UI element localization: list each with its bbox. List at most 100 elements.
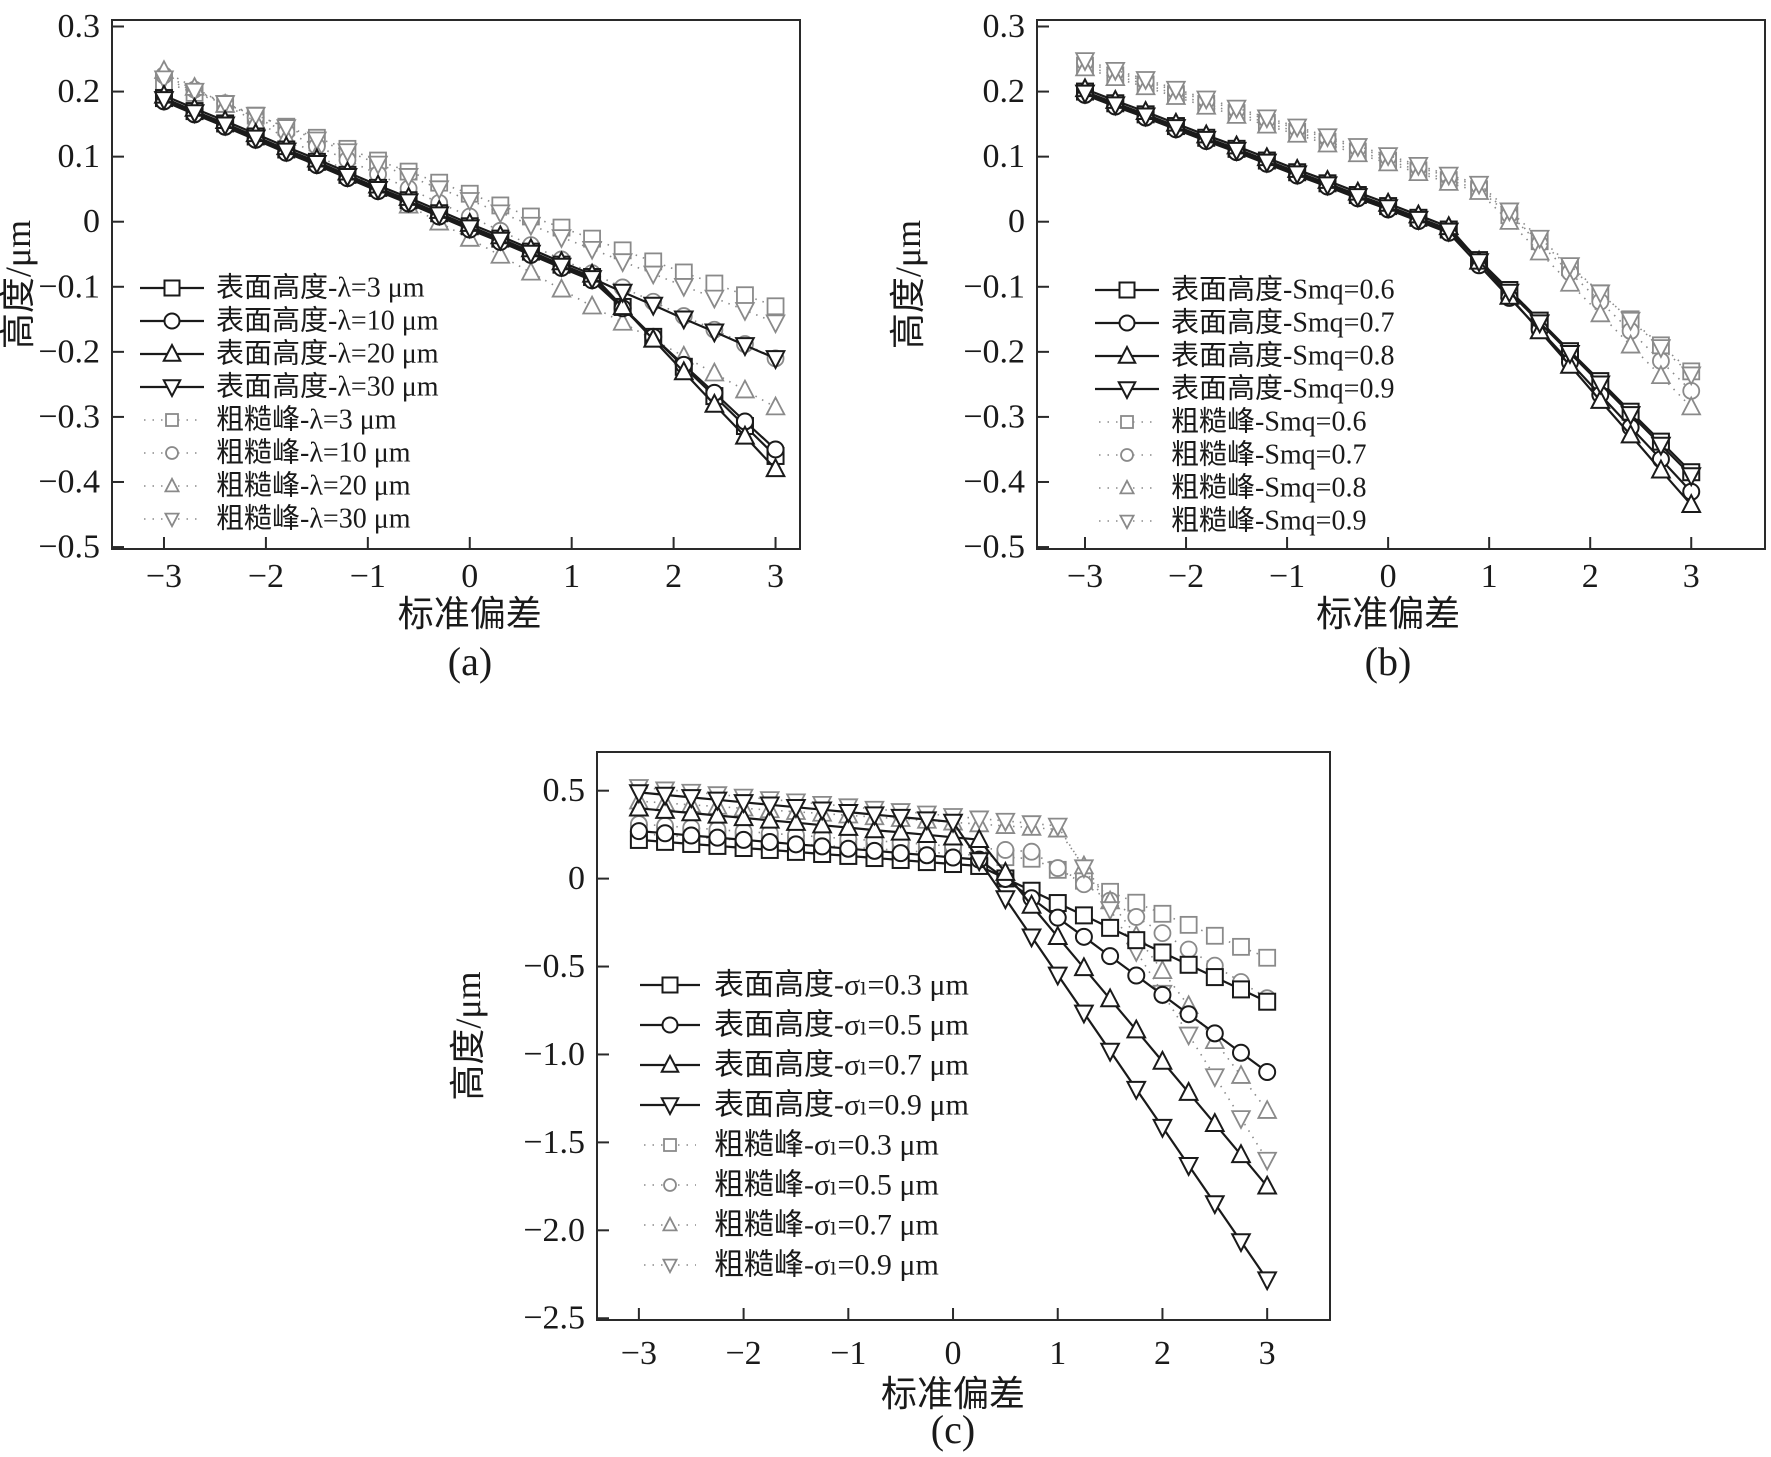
svg-text:粗糙峰-λ=20 μm: 粗糙峰-λ=20 μm: [216, 470, 411, 502]
legend-entry: 粗糙峰-λ=30 μm: [144, 503, 411, 535]
series-表面高度-σₗ=0.9 μm: [628, 784, 1278, 1292]
svg-text:1: 1: [563, 558, 580, 595]
caption-b: (b): [1364, 639, 1412, 684]
svg-text:表面高度-σₗ=0.5 μm: 表面高度-σₗ=0.5 μm: [714, 1009, 969, 1042]
svg-text:−3: −3: [146, 558, 182, 595]
svg-text:0.1: 0.1: [58, 138, 101, 175]
svg-text:−0.3: −0.3: [38, 398, 100, 435]
series-表面高度-λ=30 μm: [153, 91, 786, 371]
svg-text:1: 1: [1049, 1335, 1066, 1372]
x-axis-label: 标准偏差: [1316, 594, 1460, 634]
caption-c: (c): [930, 1407, 976, 1452]
svg-text:0: 0: [461, 558, 478, 595]
svg-text:表面高度-Smq=0.7: 表面高度-Smq=0.7: [1171, 307, 1394, 339]
series-粗糙峰-Smq=0.9: [1074, 52, 1702, 387]
svg-text:−2.0: −2.0: [523, 1212, 585, 1249]
svg-text:粗糙峰-σₗ=0.3 μm: 粗糙峰-σₗ=0.3 μm: [714, 1129, 939, 1162]
axis-labels: 标准偏差 高度/μm: [448, 971, 1025, 1414]
svg-text:0: 0: [1008, 203, 1025, 240]
legend-entry: 粗糙峰-Smq=0.9: [1099, 505, 1366, 537]
svg-text:2: 2: [1582, 558, 1599, 595]
svg-text:−1.0: −1.0: [523, 1036, 585, 1073]
svg-text:0: 0: [945, 1335, 962, 1372]
legend-entry: 粗糙峰-σₗ=0.7 μm: [644, 1209, 939, 1242]
legend-entry: 表面高度-Smq=0.8: [1095, 340, 1394, 372]
svg-text:表面高度-Smq=0.9: 表面高度-Smq=0.9: [1171, 373, 1394, 405]
legend-entry: 表面高度-σₗ=0.3 μm: [640, 969, 969, 1002]
axis-labels: 标准偏差 高度/μm: [888, 220, 1460, 634]
legend-entry: 表面高度-Smq=0.7: [1095, 307, 1394, 339]
chart-a-panel: −3 −2 −1 0 1 2 3 0.3 0.2 0.1 0 −0.1 −0.2 −0.3 −0.4 −0.5…: [0, 0, 880, 690]
legend-entry: 粗糙峰-λ=3 μm: [144, 404, 397, 436]
svg-text:−0.2: −0.2: [963, 333, 1025, 370]
svg-text:3: 3: [1259, 1335, 1276, 1372]
svg-text:0.2: 0.2: [58, 73, 101, 110]
chart-b-panel: −3 −2 −1 0 1 2 3 0.3 0.2 0.1 0 −0.1 −0.2 −0.3 −0.4 −0.5…: [880, 0, 1771, 690]
x-axis-label: 标准偏差: [398, 594, 542, 634]
legend-entry: 表面高度-σₗ=0.9 μm: [640, 1089, 969, 1122]
svg-text:0.1: 0.1: [983, 138, 1026, 175]
svg-text:−2: −2: [726, 1335, 762, 1372]
svg-text:粗糙峰-σₗ=0.5 μm: 粗糙峰-σₗ=0.5 μm: [714, 1169, 939, 1202]
svg-text:表面高度-σₗ=0.3 μm: 表面高度-σₗ=0.3 μm: [714, 969, 969, 1002]
svg-text:粗糙峰-λ=30 μm: 粗糙峰-λ=30 μm: [216, 503, 411, 535]
svg-text:表面高度-λ=3 μm: 表面高度-λ=3 μm: [216, 272, 425, 304]
svg-text:粗糙峰-λ=10 μm: 粗糙峰-λ=10 μm: [216, 437, 411, 469]
legend-entry: 粗糙峰-Smq=0.7: [1099, 439, 1366, 471]
legend-entry: 粗糙峰-Smq=0.6: [1099, 406, 1366, 438]
legend-entry: 表面高度-Smq=0.9: [1095, 373, 1394, 405]
series-粗糙峰-λ=30 μm: [153, 70, 786, 335]
svg-text:0: 0: [83, 203, 100, 240]
legend-entry: 表面高度-σₗ=0.7 μm: [640, 1049, 969, 1082]
svg-text:3: 3: [1683, 558, 1700, 595]
svg-text:粗糙峰-Smq=0.9: 粗糙峰-Smq=0.9: [1171, 505, 1366, 537]
series-表面高度-Smq=0.9: [1074, 84, 1702, 488]
svg-text:0.5: 0.5: [543, 772, 586, 809]
svg-text:3: 3: [767, 558, 784, 595]
svg-text:−2.5: −2.5: [523, 1300, 585, 1337]
svg-text:−0.5: −0.5: [523, 948, 585, 985]
series-表面高度-σₗ=0.7 μm: [628, 796, 1278, 1195]
svg-text:−0.4: −0.4: [38, 463, 100, 500]
svg-text:2: 2: [1154, 1335, 1171, 1372]
svg-text:粗糙峰-σₗ=0.9 μm: 粗糙峰-σₗ=0.9 μm: [714, 1249, 939, 1282]
svg-text:粗糙峰-σₗ=0.7 μm: 粗糙峰-σₗ=0.7 μm: [714, 1209, 939, 1242]
legend-entry: 粗糙峰-σₗ=0.3 μm: [644, 1129, 939, 1162]
legend: 表面高度-Smq=0.6表面高度-Smq=0.7表面高度-Smq=0.8表面高度…: [1095, 274, 1394, 537]
svg-text:−0.2: −0.2: [38, 333, 100, 370]
svg-text:表面高度-λ=10 μm: 表面高度-λ=10 μm: [216, 305, 439, 337]
legend-entry: 表面高度-σₗ=0.5 μm: [640, 1009, 969, 1042]
svg-text:−3: −3: [621, 1335, 657, 1372]
legend-entry: 表面高度-Smq=0.6: [1095, 274, 1394, 306]
svg-text:粗糙峰-Smq=0.7: 粗糙峰-Smq=0.7: [1171, 439, 1366, 471]
svg-text:表面高度-Smq=0.8: 表面高度-Smq=0.8: [1171, 340, 1394, 372]
svg-text:−0.1: −0.1: [38, 268, 100, 305]
legend: 表面高度-σₗ=0.3 μm 表面高度-σₗ=0.5 μm 表面高度-σₗ=0.7 …: [640, 969, 969, 1282]
svg-text:−0.4: −0.4: [963, 463, 1025, 500]
svg-text:粗糙峰-Smq=0.6: 粗糙峰-Smq=0.6: [1171, 406, 1366, 438]
chart-a-canvas: −3 −2 −1 0 1 2 3 0.3 0.2 0.1 0 −0.1 −0.2 −0.3 −0.4 −0.5…: [0, 8, 801, 634]
svg-text:表面高度-λ=30 μm: 表面高度-λ=30 μm: [216, 371, 439, 403]
caption-a: (a): [447, 639, 493, 684]
chart-c-panel: −3 −2 −1 0 1 2 3 0.5 0 −0.5 −1.0 −1.5 −2.0 −2.5 标准偏差 高度…: [440, 690, 1340, 1457]
y-axis-label: 高度/μm: [888, 220, 928, 349]
svg-text:−3: −3: [1067, 558, 1103, 595]
legend-entry: 粗糙峰-λ=10 μm: [144, 437, 411, 469]
axis-frame: [1036, 19, 1766, 550]
svg-text:−1: −1: [350, 558, 386, 595]
legend-entry: 粗糙峰-σₗ=0.5 μm: [644, 1169, 939, 1202]
svg-text:表面高度-σₗ=0.7 μm: 表面高度-σₗ=0.7 μm: [714, 1049, 969, 1082]
svg-text:−2: −2: [1168, 558, 1204, 595]
svg-text:1: 1: [1481, 558, 1498, 595]
svg-text:−1: −1: [1269, 558, 1305, 595]
legend-entry: 粗糙峰-σₗ=0.9 μm: [644, 1249, 939, 1282]
svg-text:−1: −1: [830, 1335, 866, 1372]
axis-ticks: −3 −2 −1 0 1 2 3 0.5 0 −0.5 −1.0 −1.5 −2.0 −2.5: [523, 772, 1275, 1372]
legend-entry: 表面高度-λ=3 μm: [140, 272, 425, 304]
svg-text:0.2: 0.2: [983, 73, 1026, 110]
axis-ticks: −3 −2 −1 0 1 2 3 0.3 0.2 0.1 0 −0.1 −0.2 −0.3 −0.4 −0.5: [38, 8, 784, 595]
x-axis-label: 标准偏差: [881, 1374, 1025, 1414]
svg-text:−0.1: −0.1: [963, 268, 1025, 305]
axis-ticks: −3 −2 −1 0 1 2 3 0.3 0.2 0.1 0 −0.1 −0.2 −0.3 −0.4 −0.5: [963, 8, 1699, 595]
